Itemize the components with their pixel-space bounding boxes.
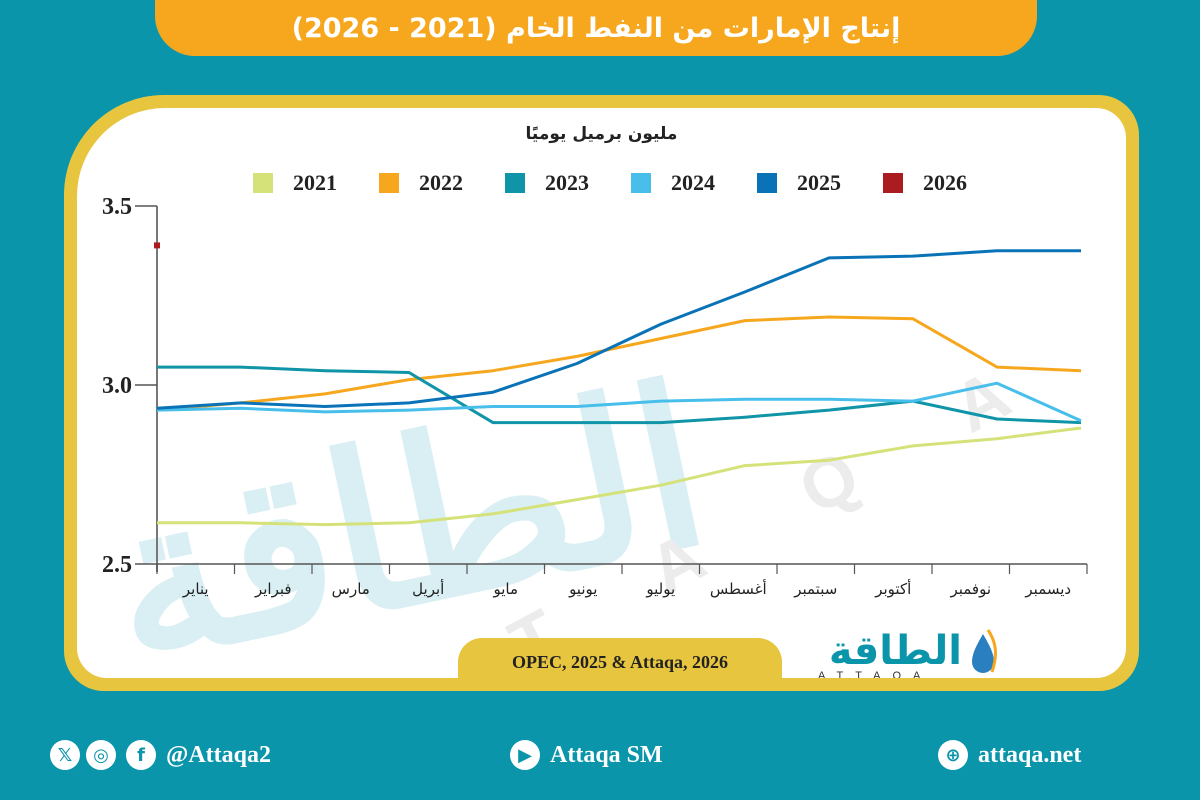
legend-item-2025: 2025 <box>757 170 883 196</box>
legend: 2021 2022 2023 2024 2025 2026 <box>253 170 1009 196</box>
legend-label: 2026 <box>923 170 967 195</box>
svg-text:أكتوبر: أكتوبر <box>874 579 911 598</box>
svg-text:يناير: يناير <box>182 580 209 598</box>
swatch-2022 <box>379 173 399 193</box>
svg-text:نوفمبر: نوفمبر <box>949 580 991 598</box>
facebook-icon[interactable]: f <box>126 740 156 770</box>
unit-label: مليون برميل يوميًا <box>525 124 678 144</box>
youtube-icon[interactable]: ▶ <box>510 740 540 770</box>
logo-latin: ATTAQA <box>818 670 933 678</box>
chart-card-inner: الطاقة ATTAQA مليون برميل يوميًا 2021 20… <box>77 108 1126 678</box>
youtube-channel[interactable]: Attaqa SM <box>550 742 663 768</box>
svg-text:يونيو: يونيو <box>568 580 597 598</box>
svg-text:فبراير: فبراير <box>254 580 292 598</box>
legend-item-2026: 2026 <box>883 170 1009 196</box>
attaqa-logo: الطاقة ATTAQA <box>812 628 1002 678</box>
svg-text:سبتمبر: سبتمبر <box>793 580 837 598</box>
logo-arabic: الطاقة <box>828 628 962 674</box>
swatch-2026 <box>883 173 903 193</box>
legend-item-2021: 2021 <box>253 170 379 196</box>
svg-text:ديسمبر: ديسمبر <box>1024 580 1071 598</box>
title-banner: إنتاج الإمارات من النفط الخام (2021 - 20… <box>155 0 1037 56</box>
chart-card: الطاقة ATTAQA مليون برميل يوميًا 2021 20… <box>64 95 1139 691</box>
legend-label: 2022 <box>419 170 463 195</box>
swatch-2021 <box>253 173 273 193</box>
swatch-2023 <box>505 173 525 193</box>
page-title: إنتاج الإمارات من النفط الخام (2021 - 20… <box>291 13 901 44</box>
website-link[interactable]: attaqa.net <box>978 742 1082 768</box>
legend-item-2022: 2022 <box>379 170 505 196</box>
legend-label: 2025 <box>797 170 841 195</box>
svg-text:مارس: مارس <box>332 580 370 598</box>
source-label: OPEC, 2025 & Attaqa, 2026 <box>458 638 782 678</box>
svg-text:أغسطس: أغسطس <box>710 579 767 598</box>
series-lines <box>154 242 1082 527</box>
globe-icon[interactable]: ⊕ <box>938 740 968 770</box>
legend-item-2024: 2024 <box>631 170 757 196</box>
axes: 2.5 3.0 3.5 يناير فبراير مارس أبريل مايو يونيو يو… <box>102 194 1088 598</box>
legend-label: 2021 <box>293 170 337 195</box>
legend-label: 2023 <box>545 170 589 195</box>
svg-text:أبريل: أبريل <box>412 579 444 598</box>
svg-text:2.5: 2.5 <box>102 552 132 578</box>
social-handle[interactable]: @Attaqa2 <box>166 742 271 768</box>
svg-text:3.5: 3.5 <box>102 194 132 220</box>
instagram-icon[interactable]: ◎ <box>86 740 116 770</box>
svg-text:3.0: 3.0 <box>102 373 132 399</box>
svg-text:يوليو: يوليو <box>645 580 675 598</box>
legend-item-2023: 2023 <box>505 170 631 196</box>
legend-label: 2024 <box>671 170 715 195</box>
swatch-2025 <box>757 173 777 193</box>
swatch-2024 <box>631 173 651 193</box>
logo-drop-icon <box>972 629 997 673</box>
x-twitter-icon[interactable]: 𝕏 <box>50 740 80 770</box>
svg-text:مايو: مايو <box>492 580 518 598</box>
line-chart: 2.5 3.0 3.5 يناير فبراير مارس أبريل مايو يونيو يو… <box>102 194 1088 598</box>
footer: 𝕏 ◎ f @Attaqa2 ▶ Attaqa SM ⊕ attaqa.net <box>0 730 1200 780</box>
